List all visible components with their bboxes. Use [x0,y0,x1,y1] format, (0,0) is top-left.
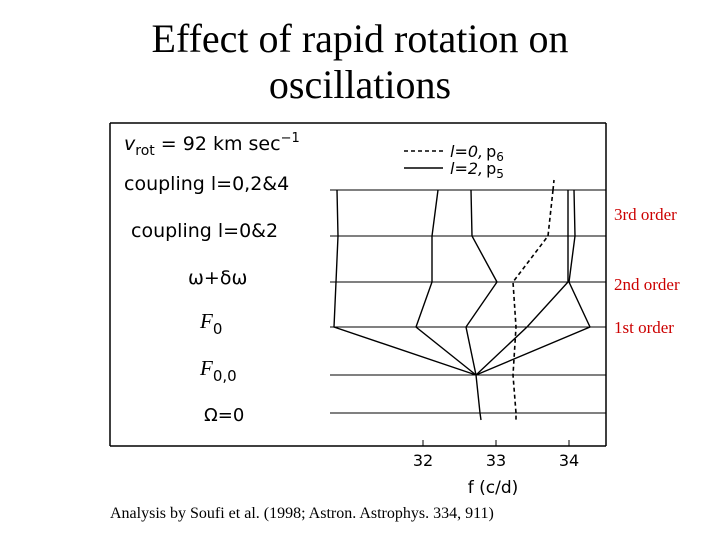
legend-dashed-mode: p [486,142,496,161]
x-tick-label-33: 33 [486,451,506,470]
label-coupling-024: coupling l=0,2&4 [124,173,289,195]
solid-track-4 [475,190,569,376]
label-f0: F0 [199,309,222,338]
label-vrot-sup: −1 [281,131,300,146]
legend-solid-text: l=2, p5 [450,159,504,181]
x-axis-label: f (c/d) [468,478,519,498]
legend-solid-mode: p [486,159,496,178]
legend-dashed-l: l=0, [450,142,483,161]
dashed-track [512,189,554,420]
legend-solid-l: l=2, [450,159,483,178]
label-vrot: vrot = 92 km sec−1 [124,131,300,159]
label-omega0: Ω=0 [204,405,244,426]
figure-caption: Analysis by Soufi et al. (1998; Astron. … [110,505,494,522]
legend-solid-sub: 5 [496,167,504,181]
label-f0-sub: 0 [213,320,223,338]
solid-track-3 [465,189,498,376]
legend-dashed-sub: 6 [496,150,504,164]
label-vrot-sub: rot [135,143,155,159]
label-f0-main: F [199,309,213,333]
order-label-second: 2nd order [612,275,682,295]
slide-title: Effect of rapid rotation on oscillations [60,16,660,108]
label-f00-main: F [199,356,213,380]
dashed-track-top [552,179,555,191]
x-tick-label-32: 32 [413,451,433,470]
label-vrot-text: = 92 km sec [155,133,281,155]
label-f00: F0,0 [199,356,237,385]
title-line-2: oscillations [268,62,452,107]
label-vrot-v: v [124,133,136,155]
label-omega: ω+δω [188,267,247,289]
order-label-third: 3rd order [612,205,679,225]
solid-track-2 [415,189,477,376]
legend-dashed-text: l=0, p6 [450,142,504,164]
solid-track-5 [475,189,591,376]
x-tick-label-34: 34 [559,451,579,470]
label-f00-sub: 0,0 [213,367,237,385]
label-coupling-02: coupling l=0&2 [131,220,278,242]
solid-track-center [475,374,482,421]
title-line-1: Effect of rapid rotation on [151,16,569,61]
order-label-first: 1st order [612,318,676,338]
solid-track-1 [333,189,477,376]
